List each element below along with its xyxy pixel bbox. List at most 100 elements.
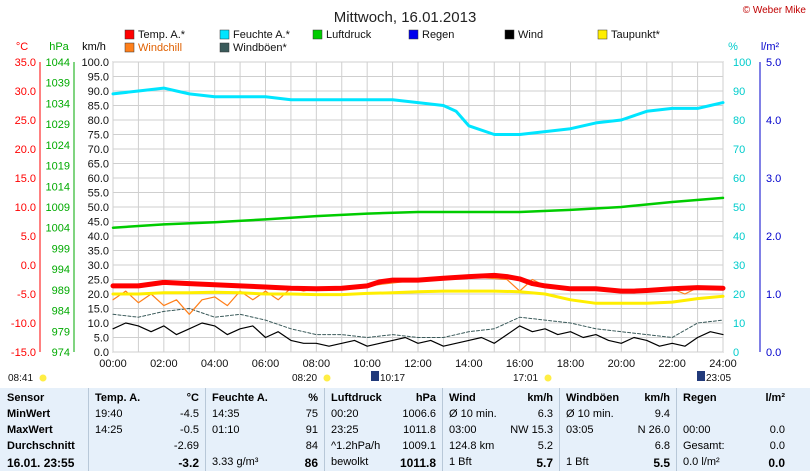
hpa-tick: 994 — [52, 264, 70, 276]
pressure-column: Luftdruck hPa 00:20 1006.6 23:25 1011.8 … — [325, 388, 442, 471]
kmh-tick: 75.0 — [88, 130, 109, 142]
temp-min-time: 19:40 — [95, 408, 123, 420]
temp-current-value: -3.2 — [178, 456, 199, 470]
sun-time-label: 08:20 — [292, 373, 317, 384]
kmh-tick: 30.0 — [88, 260, 109, 272]
rain-rate: 0.0 l/m² — [683, 456, 720, 468]
x-tick: 02:00 — [150, 358, 178, 370]
kmh-tick: 65.0 — [88, 159, 109, 171]
durchschnitt-label: Durchschnitt — [7, 440, 75, 452]
kmh-axis-label: km/h — [82, 41, 106, 53]
kmh-tick: 35.0 — [88, 246, 109, 258]
hpa-tick: 1009 — [46, 202, 70, 214]
humidity-absolute: 3.33 g/m³ — [212, 456, 259, 468]
pressure-avg-value: 1009.1 — [402, 440, 436, 452]
celsius-tick: 15.0 — [15, 173, 36, 185]
legend-label: Taupunkt* — [611, 29, 661, 41]
hpa-axis-label: hPa — [49, 41, 69, 53]
humidity-min-value: 75 — [305, 408, 318, 420]
legend-label: Feuchte A.* — [233, 29, 291, 41]
kmh-tick: 60.0 — [88, 173, 109, 185]
humidity-header: Feuchte A. — [212, 392, 268, 404]
legend-swatch — [408, 29, 419, 40]
temp-max-time: 14:25 — [95, 424, 123, 436]
x-tick: 20:00 — [608, 358, 636, 370]
moon-time-label: 10:17 — [380, 373, 405, 384]
rain-unit: l/m² — [765, 392, 785, 404]
sun-icon — [323, 374, 331, 382]
hpa-tick: 989 — [52, 285, 70, 297]
chart-title: Mittwoch, 16.01.2013 — [334, 9, 477, 26]
sun-time-label: 17:01 — [513, 373, 538, 384]
rain-max-value: 0.0 — [769, 424, 785, 436]
legend-swatch — [597, 29, 608, 40]
wind-avg-value: 5.2 — [537, 440, 553, 452]
humidity-avg-value: 84 — [305, 440, 318, 452]
kmh-tick: 5.0 — [94, 333, 109, 345]
humidity-unit: % — [308, 392, 318, 404]
celsius-tick: -10.0 — [11, 318, 36, 330]
pct-tick: 10 — [733, 318, 745, 330]
rain-header: Regen — [683, 392, 717, 404]
pct-tick: 100 — [733, 57, 751, 69]
pct-tick: 60 — [733, 173, 745, 185]
copyright-label: © Weber Mike — [743, 5, 807, 16]
temp-header: Temp. A. — [95, 392, 141, 404]
hpa-tick: 999 — [52, 243, 70, 255]
gust-header: Windböen — [566, 392, 620, 404]
rain-total-value: 0.0 — [769, 440, 785, 452]
celsius-tick: 25.0 — [15, 115, 36, 127]
weather-chart: Mittwoch, 16.01.2013 © Weber Mike Temp. … — [8, 5, 807, 384]
legend-label: Windböen* — [233, 42, 288, 54]
pct-axis-label: % — [728, 41, 738, 53]
pressure-trend: ^1.2hPa/h — [331, 440, 381, 452]
chart-legend: Temp. A.* Feuchte A.* Luftdruck Regen Wind Ta… — [124, 29, 661, 54]
rain-tick: 4.0 — [766, 115, 781, 127]
kmh-tick: 80.0 — [88, 115, 109, 127]
chart-series — [110, 86, 726, 347]
rain-tick: 3.0 — [766, 173, 781, 185]
gust-avg10-label: Ø 10 min. — [566, 408, 614, 420]
x-tick: 00:00 — [99, 358, 127, 370]
wind-max-value: NW 15.3 — [510, 424, 553, 436]
sensor-column: Sensor MinWert MaxWert Durchschnitt 16.0… — [0, 388, 88, 471]
rain-tick: 1.0 — [766, 289, 781, 301]
moon-icon — [371, 371, 379, 381]
legend-label: Regen — [422, 29, 454, 41]
kmh-tick: 10.0 — [88, 318, 109, 330]
wind-beaufort: 1 Bft — [449, 456, 472, 468]
kmh-tick: 45.0 — [88, 217, 109, 229]
rain-tick: 5.0 — [766, 57, 781, 69]
legend-label: Temp. A.* — [138, 29, 186, 41]
celsius-tick: 10.0 — [15, 202, 36, 214]
kmh-tick: 25.0 — [88, 275, 109, 287]
axis-ticks: 35.0 30.0 25.0 20.0 15.0 10.0 5.0 0.0 -5.0 -10.0 -… — [11, 57, 781, 370]
series-line — [111, 289, 725, 305]
pct-tick: 30 — [733, 260, 745, 272]
rain-column: Regen l/m² 00:00 0.0 Gesamt: 0.0 0.0 l/m… — [677, 388, 791, 471]
kmh-tick: 40.0 — [88, 231, 109, 243]
wind-current-value: 5.7 — [536, 456, 553, 470]
kmh-tick: 90.0 — [88, 86, 109, 98]
rain-tick: 0.0 — [766, 347, 781, 359]
sun-time-label: 08:41 — [8, 373, 33, 384]
celsius-tick: -5.0 — [17, 289, 36, 301]
temp-unit: °C — [186, 392, 199, 404]
x-tick: 16:00 — [506, 358, 534, 370]
kmh-tick: 85.0 — [88, 101, 109, 113]
hpa-tick: 1039 — [46, 78, 70, 90]
pressure-min-value: 1006.6 — [402, 408, 436, 420]
x-tick: 12:00 — [404, 358, 432, 370]
celsius-tick: 0.0 — [21, 260, 36, 272]
x-tick: 18:00 — [557, 358, 585, 370]
humidity-max-time: 01:10 — [212, 424, 240, 436]
kmh-tick: 15.0 — [88, 304, 109, 316]
wind-unit: km/h — [527, 392, 553, 404]
legend-swatch — [504, 29, 515, 40]
kmh-tick: 95.0 — [88, 72, 109, 84]
gust-beaufort: 1 Bft — [566, 456, 589, 468]
wind-column: Wind km/h Ø 10 min. 6.3 03:00 NW 15.3 12… — [443, 388, 559, 471]
pressure-max-time: 23:25 — [331, 424, 359, 436]
pct-tick: 80 — [733, 115, 745, 127]
rain-total-label: Gesamt: — [683, 440, 725, 452]
